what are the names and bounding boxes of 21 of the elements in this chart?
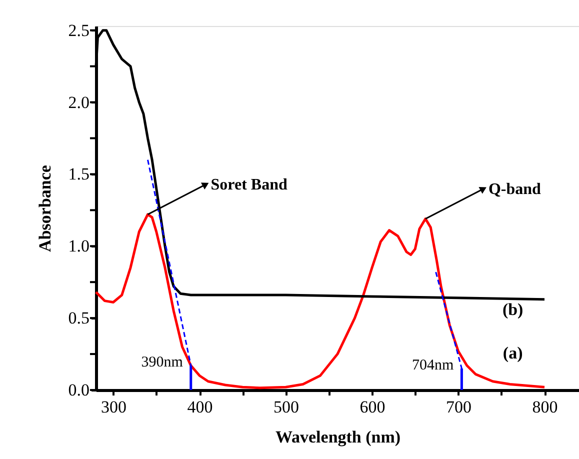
annotation: (b) [502, 300, 524, 319]
y-axis-title: Absorbance [35, 164, 54, 252]
x-tick-label: 600 [360, 398, 386, 416]
annotation: 390nm [141, 354, 184, 371]
y-tick-label: 0.5 [68, 308, 90, 328]
y-tick-label: 0.0 [68, 380, 90, 400]
line-series [94, 213, 546, 390]
y-tick-label: 1.5 [68, 164, 90, 184]
annotation: Q-band [488, 180, 542, 198]
y-tick-label: 2.0 [68, 92, 90, 112]
x-axis-title: Wavelength (nm) [275, 428, 401, 446]
x-tick-label: 500 [274, 398, 299, 416]
y-tick-label: 2.5 [68, 20, 90, 40]
annotation: (a) [502, 344, 523, 363]
x-tick-label: 400 [187, 398, 213, 416]
annotation: 704nm [412, 357, 454, 374]
x-tick-label: 700 [446, 398, 472, 416]
annotation: Soret Band [210, 176, 288, 194]
y-tick-label: 1.0 [68, 236, 90, 256]
x-tick-label: 800 [532, 398, 558, 416]
x-tick-label: 300 [101, 398, 126, 416]
